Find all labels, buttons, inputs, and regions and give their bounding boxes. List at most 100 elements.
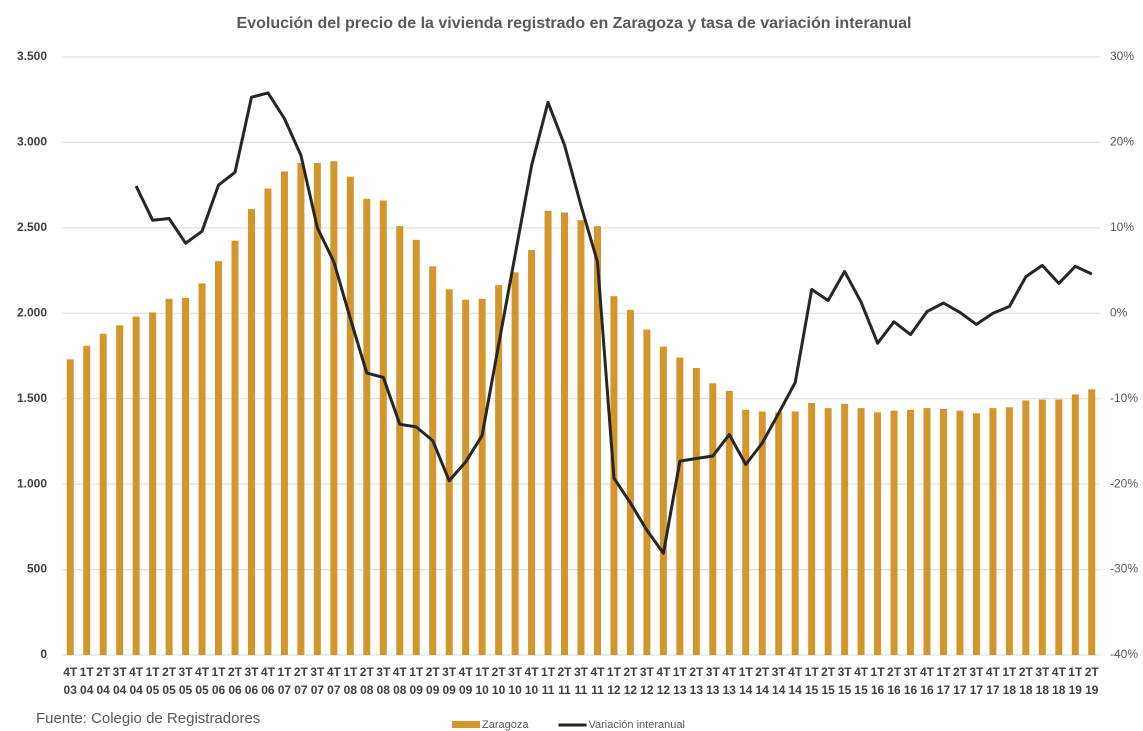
x-tick-label: 4T04 <box>129 665 144 697</box>
bar <box>445 289 453 655</box>
bar <box>775 412 783 655</box>
bar <box>116 325 124 655</box>
x-tick-label: 3T05 <box>178 665 193 697</box>
bar <box>841 403 849 655</box>
bar <box>939 408 947 655</box>
bar <box>363 198 371 655</box>
bar <box>577 220 585 655</box>
bar <box>923 408 931 655</box>
bar <box>1038 399 1046 655</box>
bar <box>313 162 321 655</box>
x-tick-label: 2T05 <box>162 665 177 697</box>
bar <box>132 316 140 655</box>
bar <box>99 333 107 655</box>
x-tick-label: 3T16 <box>903 665 918 697</box>
x-tick-label: 1T04 <box>79 665 94 697</box>
y2-tick-label: 10% <box>1110 220 1134 234</box>
bar <box>264 188 272 655</box>
bar <box>528 250 536 655</box>
bar <box>907 409 915 655</box>
bar <box>857 408 865 655</box>
bar <box>692 367 700 655</box>
x-tick-label: 2T11 <box>557 665 572 697</box>
bar <box>676 357 684 655</box>
y-tick-label: 2.500 <box>17 220 47 234</box>
x-tick-label: 4T15 <box>854 665 869 697</box>
bar <box>495 285 503 655</box>
bar <box>83 345 91 655</box>
x-tick-label: 2T18 <box>1018 665 1033 697</box>
x-tick-label: 3T13 <box>705 665 720 697</box>
x-tick-label: 4T16 <box>919 665 934 697</box>
bar <box>165 298 173 655</box>
x-tick-label: 1T16 <box>870 665 885 697</box>
x-tick-label: 2T08 <box>359 665 374 697</box>
x-tick-label: 3T04 <box>112 665 127 697</box>
y2-tick-label: 30% <box>1110 49 1134 63</box>
bar <box>330 161 338 656</box>
x-tick-label: 1T10 <box>475 665 490 697</box>
bar <box>544 210 552 655</box>
bar <box>1088 389 1096 655</box>
x-tick-label: 3T12 <box>639 665 654 697</box>
bar <box>231 240 239 655</box>
legend-label: Zaragoza <box>482 719 529 731</box>
bar <box>198 283 206 655</box>
bar <box>379 200 387 655</box>
bar <box>626 309 634 655</box>
x-tick-label: 3T17 <box>969 665 984 697</box>
bar <box>874 412 882 655</box>
x-tick-label: 2T04 <box>96 665 111 697</box>
bar <box>1005 407 1013 655</box>
x-tick-label: 2T07 <box>293 665 308 697</box>
line <box>134 91 1093 555</box>
bar <box>149 312 157 655</box>
x-tick-label: 1T12 <box>606 665 621 697</box>
x-tick-label: 1T13 <box>672 665 687 697</box>
x-tick-label: 1T11 <box>541 665 556 697</box>
x-tick-label: 1T19 <box>1068 665 1083 697</box>
x-tick-label: 4T11 <box>590 665 605 697</box>
bar <box>956 410 964 655</box>
x-tick-label: 4T09 <box>458 665 473 697</box>
bar <box>791 411 799 655</box>
x-tick-label: 3T06 <box>244 665 259 697</box>
chart-title: Evolución del precio de la vivienda regi… <box>237 15 912 32</box>
x-tick-label: 1T15 <box>804 665 819 697</box>
y-tick-label: 3.000 <box>17 135 47 149</box>
x-tick-label: 4T14 <box>788 665 803 697</box>
x-tick-label: 3T08 <box>376 665 391 697</box>
y-tick-label: 1.000 <box>17 476 47 490</box>
bar <box>808 402 816 655</box>
bar <box>462 299 470 655</box>
x-tick-label: 1T18 <box>1002 665 1017 697</box>
y-tick-label: 0 <box>40 647 47 661</box>
legend-swatch <box>452 721 480 728</box>
y-tick-label: 3.500 <box>17 49 47 63</box>
x-tick-label: 4T06 <box>260 665 275 697</box>
x-tick-label: 4T10 <box>524 665 539 697</box>
y2-tick-label: -40% <box>1110 647 1138 661</box>
x-tick-label: 1T05 <box>145 665 160 697</box>
x-tick-label: 3T15 <box>837 665 852 697</box>
y-tick-label: 500 <box>27 562 47 576</box>
bar <box>280 171 288 655</box>
x-tick-label: 1T09 <box>409 665 424 697</box>
y2-tick-label: -30% <box>1110 562 1138 576</box>
x-tick-label: 2T17 <box>952 665 967 697</box>
bar <box>215 261 223 655</box>
bar <box>297 162 305 655</box>
bar <box>989 408 997 655</box>
bar <box>725 391 733 655</box>
source: Fuente: Colegio de Registradores <box>36 710 260 727</box>
bar <box>742 409 750 655</box>
bar <box>561 212 569 656</box>
y-tick-label: 1.500 <box>17 391 47 405</box>
x-tick-label: 2T09 <box>425 665 440 697</box>
x-tick-label: 1T07 <box>277 665 292 697</box>
bar <box>890 410 898 655</box>
x-tick-label: 2T13 <box>689 665 704 697</box>
x-tick-label: 4T13 <box>722 665 737 697</box>
